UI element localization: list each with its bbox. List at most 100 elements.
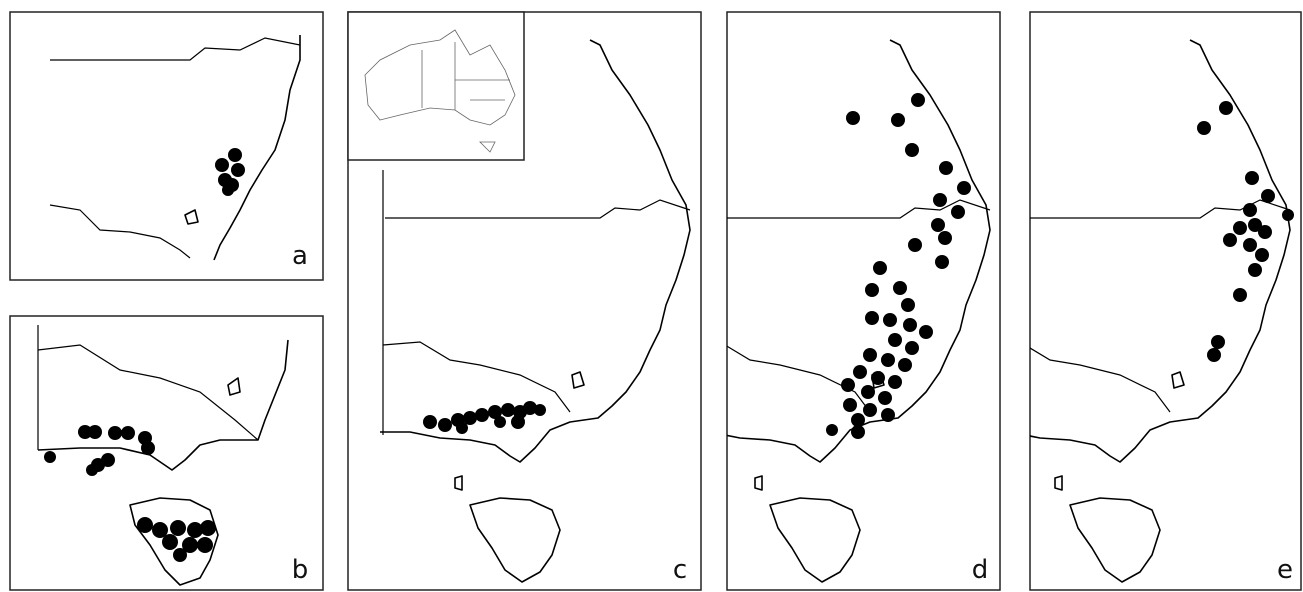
panel-frame [9,11,324,281]
occurrence-dot [523,401,537,415]
occurrence-dot [841,378,855,392]
occurrence-dot [919,325,933,339]
occurrence-dot [501,403,515,417]
occurrence-dot [888,333,902,347]
occurrence-dots [215,148,245,196]
lake [227,377,241,396]
occurrence-dot [1233,221,1247,235]
occurrence-dot [1248,263,1262,277]
occurrence-dot [878,391,892,405]
occurrence-dot [511,415,525,429]
occurrence-dot [423,415,437,429]
occurrence-dot [1211,335,1225,349]
occurrence-dot [905,341,919,355]
panel-c: c [347,11,702,591]
occurrence-dot [865,311,879,325]
occurrence-dot [86,464,98,476]
occurrence-dot [1207,348,1221,362]
occurrence-dot [843,398,857,412]
occurrence-dot [1243,203,1257,217]
occurrence-dot [933,193,947,207]
panel-label: e [1277,555,1293,585]
occurrence-dot [1261,189,1275,203]
occurrence-dot [935,255,949,269]
occurrence-dot [957,181,971,195]
occurrence-dot [883,313,897,327]
australia-inset [364,29,516,153]
occurrence-dot [951,205,965,219]
occurrence-dot [888,375,902,389]
occurrence-dots [44,425,216,562]
occurrence-dot [938,231,952,245]
occurrence-dot [898,358,912,372]
occurrence-dot [1197,121,1211,135]
occurrence-dot [863,348,877,362]
occurrence-dot [182,537,198,553]
occurrence-dot [231,163,245,177]
occurrence-dot [121,426,135,440]
occurrence-dot [137,517,153,533]
occurrence-dot [44,451,56,463]
occurrence-dot [851,413,865,427]
state-border [50,37,301,61]
occurrence-dot [1248,218,1262,232]
occurrence-dot [141,441,155,455]
occurrence-dot [903,318,917,332]
occurrence-dot [152,522,168,538]
occurrence-dot [1219,101,1233,115]
occurrence-dot [228,148,242,162]
occurrence-dot [861,385,875,399]
occurrence-dot [456,422,468,434]
occurrence-dot [197,537,213,553]
panel-b: b [9,315,324,591]
panel-label: a [292,241,308,271]
inset-frame [347,11,525,161]
occurrence-dot [494,416,506,428]
occurrence-dot [1243,238,1257,252]
occurrence-dot [101,453,115,467]
panel-label: d [972,555,989,585]
occurrence-dot [851,425,865,439]
occurrence-dot [173,548,187,562]
occurrence-dot [534,404,546,416]
occurrence-dot [215,158,229,172]
occurrence-dots [826,93,971,439]
occurrence-dot [108,426,122,440]
occurrence-dot [1223,233,1237,247]
occurrence-dot [846,111,860,125]
coastline [213,35,301,261]
occurrence-dot [88,425,102,439]
panel-label: c [673,555,687,585]
occurrence-dot [908,238,922,252]
panel-frame [726,11,1001,591]
panel-e: e [1029,11,1302,591]
occurrence-dot [222,184,234,196]
occurrence-dot [1245,171,1259,185]
coastline [37,339,289,471]
panel-a: a [9,11,324,281]
occurrence-dot [488,405,502,419]
occurrence-dot [187,522,203,538]
occurrence-dot [873,261,887,275]
occurrence-dots [423,401,546,434]
occurrence-dot [905,143,919,157]
occurrence-dot [1282,209,1294,221]
occurrence-dot [200,520,216,536]
occurrence-dot [901,298,915,312]
occurrence-dot [475,408,489,422]
lake [184,209,199,225]
occurrence-dot [871,371,885,385]
occurrence-dot [826,424,838,436]
occurrence-dot [881,353,895,367]
occurrence-dot [939,161,953,175]
occurrence-dot [1258,225,1272,239]
occurrence-dot [1233,288,1247,302]
occurrence-dots [1197,101,1294,362]
occurrence-dot [865,283,879,297]
coastline [129,497,219,586]
occurrence-dot [881,408,895,422]
occurrence-dot [463,411,477,425]
occurrence-dot [438,418,452,432]
occurrence-dot [1255,248,1269,262]
